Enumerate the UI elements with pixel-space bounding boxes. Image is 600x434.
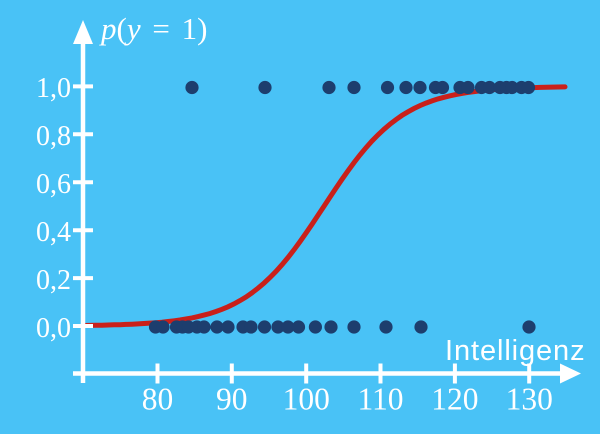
svg-text:110: 110: [357, 382, 403, 417]
svg-text:0,6: 0,6: [36, 169, 71, 200]
svg-text:90: 90: [216, 382, 248, 417]
svg-text:0,0: 0,0: [36, 313, 71, 344]
svg-text:Intelligenz: Intelligenz: [445, 335, 586, 367]
svg-text:130: 130: [506, 382, 553, 417]
svg-text:1,0: 1,0: [36, 73, 71, 104]
svg-text:80: 80: [142, 382, 174, 417]
svg-text:120: 120: [431, 382, 478, 417]
svg-text:0,2: 0,2: [36, 265, 71, 296]
svg-text:p(y = 1): p(y = 1): [99, 11, 207, 46]
svg-text:0,8: 0,8: [36, 121, 71, 152]
svg-text:100: 100: [283, 382, 330, 417]
svg-text:0,4: 0,4: [36, 217, 71, 248]
